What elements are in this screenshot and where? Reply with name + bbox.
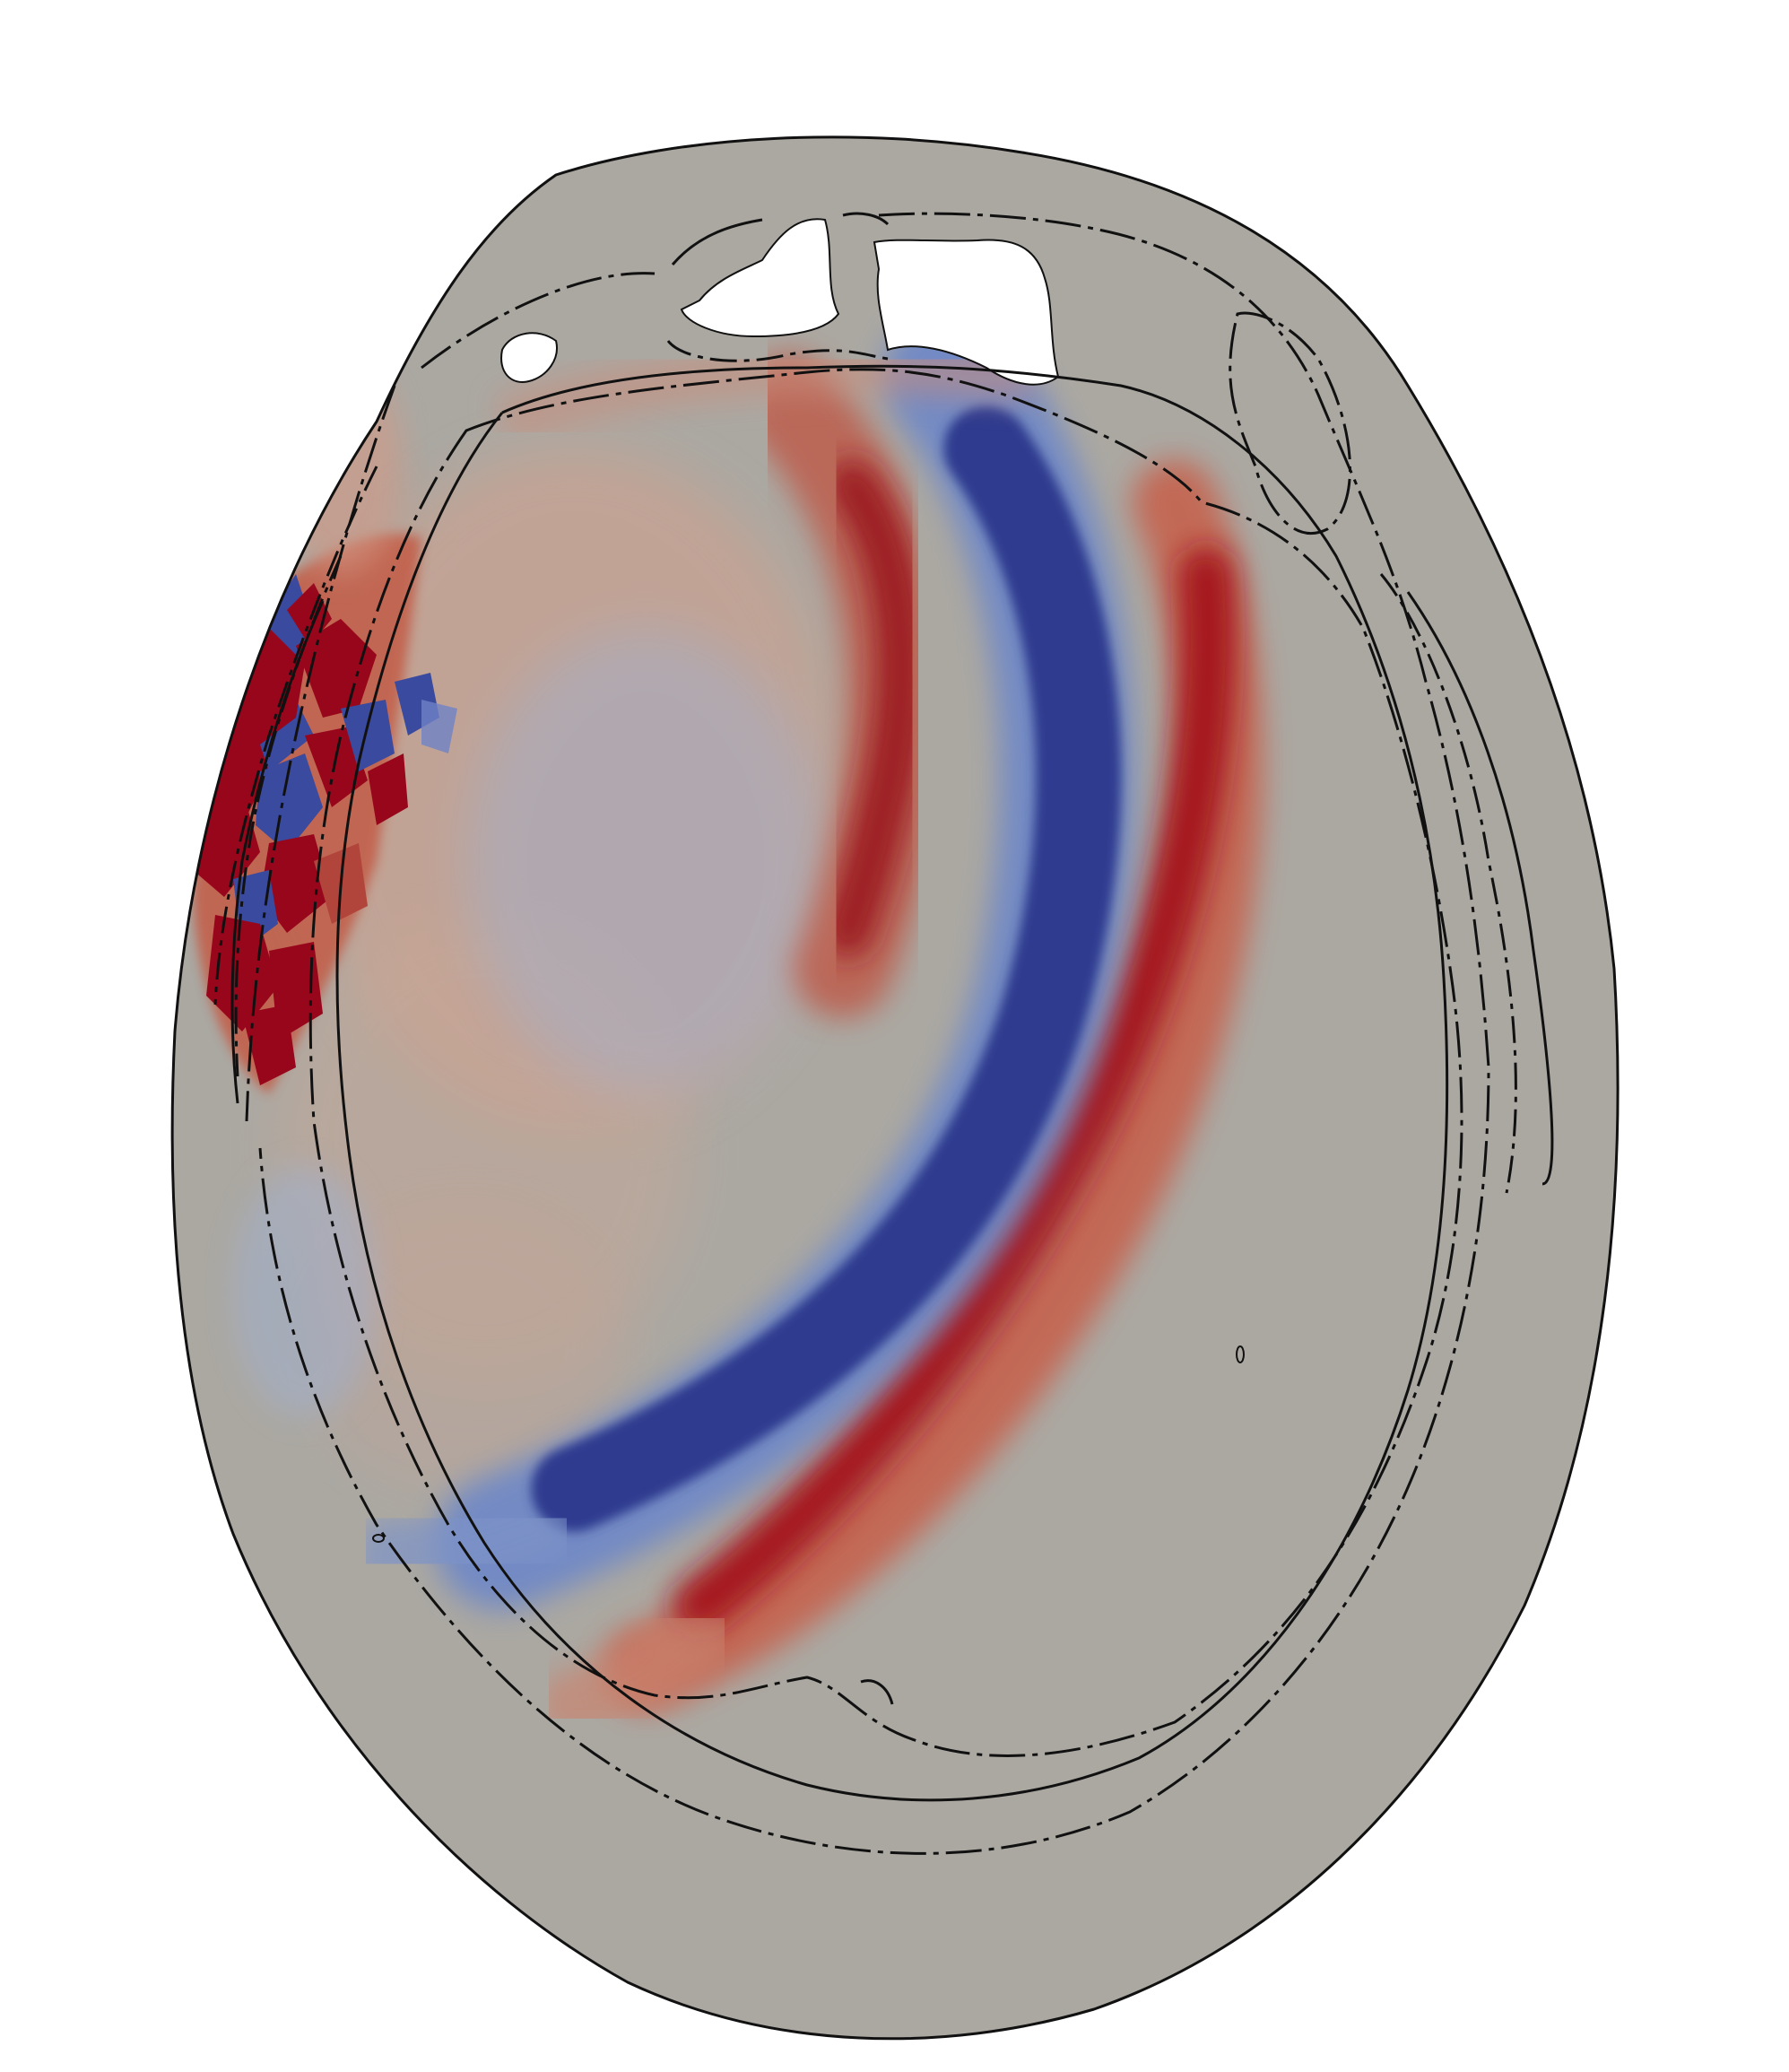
frontal-sinus-left — [680, 218, 840, 338]
brain-contour — [308, 368, 1463, 1757]
frontal-lower-contour — [666, 340, 889, 362]
wavefield-layer — [193, 309, 1264, 1740]
skull-outer-contour-left — [245, 385, 396, 1122]
occipital-bump — [860, 1679, 894, 1705]
wave-front-red — [673, 547, 1236, 1632]
inner-skull-contour — [335, 364, 1449, 1802]
wave-front-blue — [531, 405, 1122, 1532]
frontal-warm-band — [493, 344, 1034, 445]
orbit-contour — [1229, 311, 1351, 535]
scalp-cool-region — [233, 1166, 377, 1417]
ethmoid-void — [500, 332, 558, 383]
skull-outer-contour — [258, 212, 1490, 1855]
frontal-bridge-contour — [671, 212, 890, 266]
wave-front-inner — [822, 459, 926, 958]
temporal-contour — [1379, 573, 1517, 1194]
diffuse-cool-region — [466, 628, 825, 1094]
wave-tail-red — [538, 1597, 735, 1740]
scalp-contour-1 — [213, 466, 378, 1006]
small-contour-mark — [1236, 1345, 1245, 1363]
diffuse-warm-region-bottom — [305, 1202, 628, 1489]
scalp-contour-3 — [230, 600, 325, 1104]
temporal-contour-outer — [1406, 591, 1554, 1186]
small-contour-mark-left — [372, 1534, 385, 1543]
wave-tail-blue — [354, 1484, 578, 1598]
